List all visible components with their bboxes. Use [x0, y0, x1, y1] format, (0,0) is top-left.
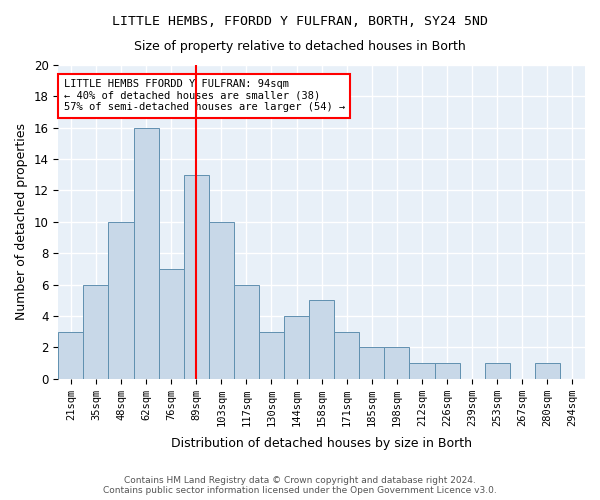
- Bar: [184, 175, 209, 378]
- Bar: [434, 363, 460, 378]
- Y-axis label: Number of detached properties: Number of detached properties: [15, 124, 28, 320]
- Bar: [309, 300, 334, 378]
- Bar: [234, 284, 259, 378]
- Text: Size of property relative to detached houses in Borth: Size of property relative to detached ho…: [134, 40, 466, 53]
- Text: LITTLE HEMBS, FFORDD Y FULFRAN, BORTH, SY24 5ND: LITTLE HEMBS, FFORDD Y FULFRAN, BORTH, S…: [112, 15, 488, 28]
- Bar: [58, 332, 83, 378]
- Bar: [134, 128, 158, 378]
- Bar: [209, 222, 234, 378]
- Bar: [83, 284, 109, 378]
- Bar: [334, 332, 359, 378]
- Bar: [409, 363, 434, 378]
- Bar: [359, 348, 385, 378]
- Bar: [259, 332, 284, 378]
- Bar: [109, 222, 134, 378]
- Text: Contains HM Land Registry data © Crown copyright and database right 2024.
Contai: Contains HM Land Registry data © Crown c…: [103, 476, 497, 495]
- X-axis label: Distribution of detached houses by size in Borth: Distribution of detached houses by size …: [171, 437, 472, 450]
- Bar: [385, 348, 409, 378]
- Bar: [284, 316, 309, 378]
- Text: LITTLE HEMBS FFORDD Y FULFRAN: 94sqm
← 40% of detached houses are smaller (38)
5: LITTLE HEMBS FFORDD Y FULFRAN: 94sqm ← 4…: [64, 79, 345, 112]
- Bar: [485, 363, 510, 378]
- Bar: [158, 269, 184, 378]
- Bar: [535, 363, 560, 378]
